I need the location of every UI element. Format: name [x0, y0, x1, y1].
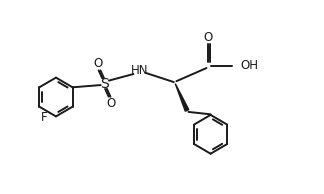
Text: O: O [106, 97, 116, 110]
Text: O: O [203, 31, 212, 44]
Text: F: F [41, 111, 48, 124]
Text: S: S [100, 77, 109, 91]
Text: OH: OH [241, 59, 259, 72]
Text: O: O [93, 57, 103, 70]
Text: HN: HN [131, 64, 149, 77]
Polygon shape [175, 84, 189, 111]
